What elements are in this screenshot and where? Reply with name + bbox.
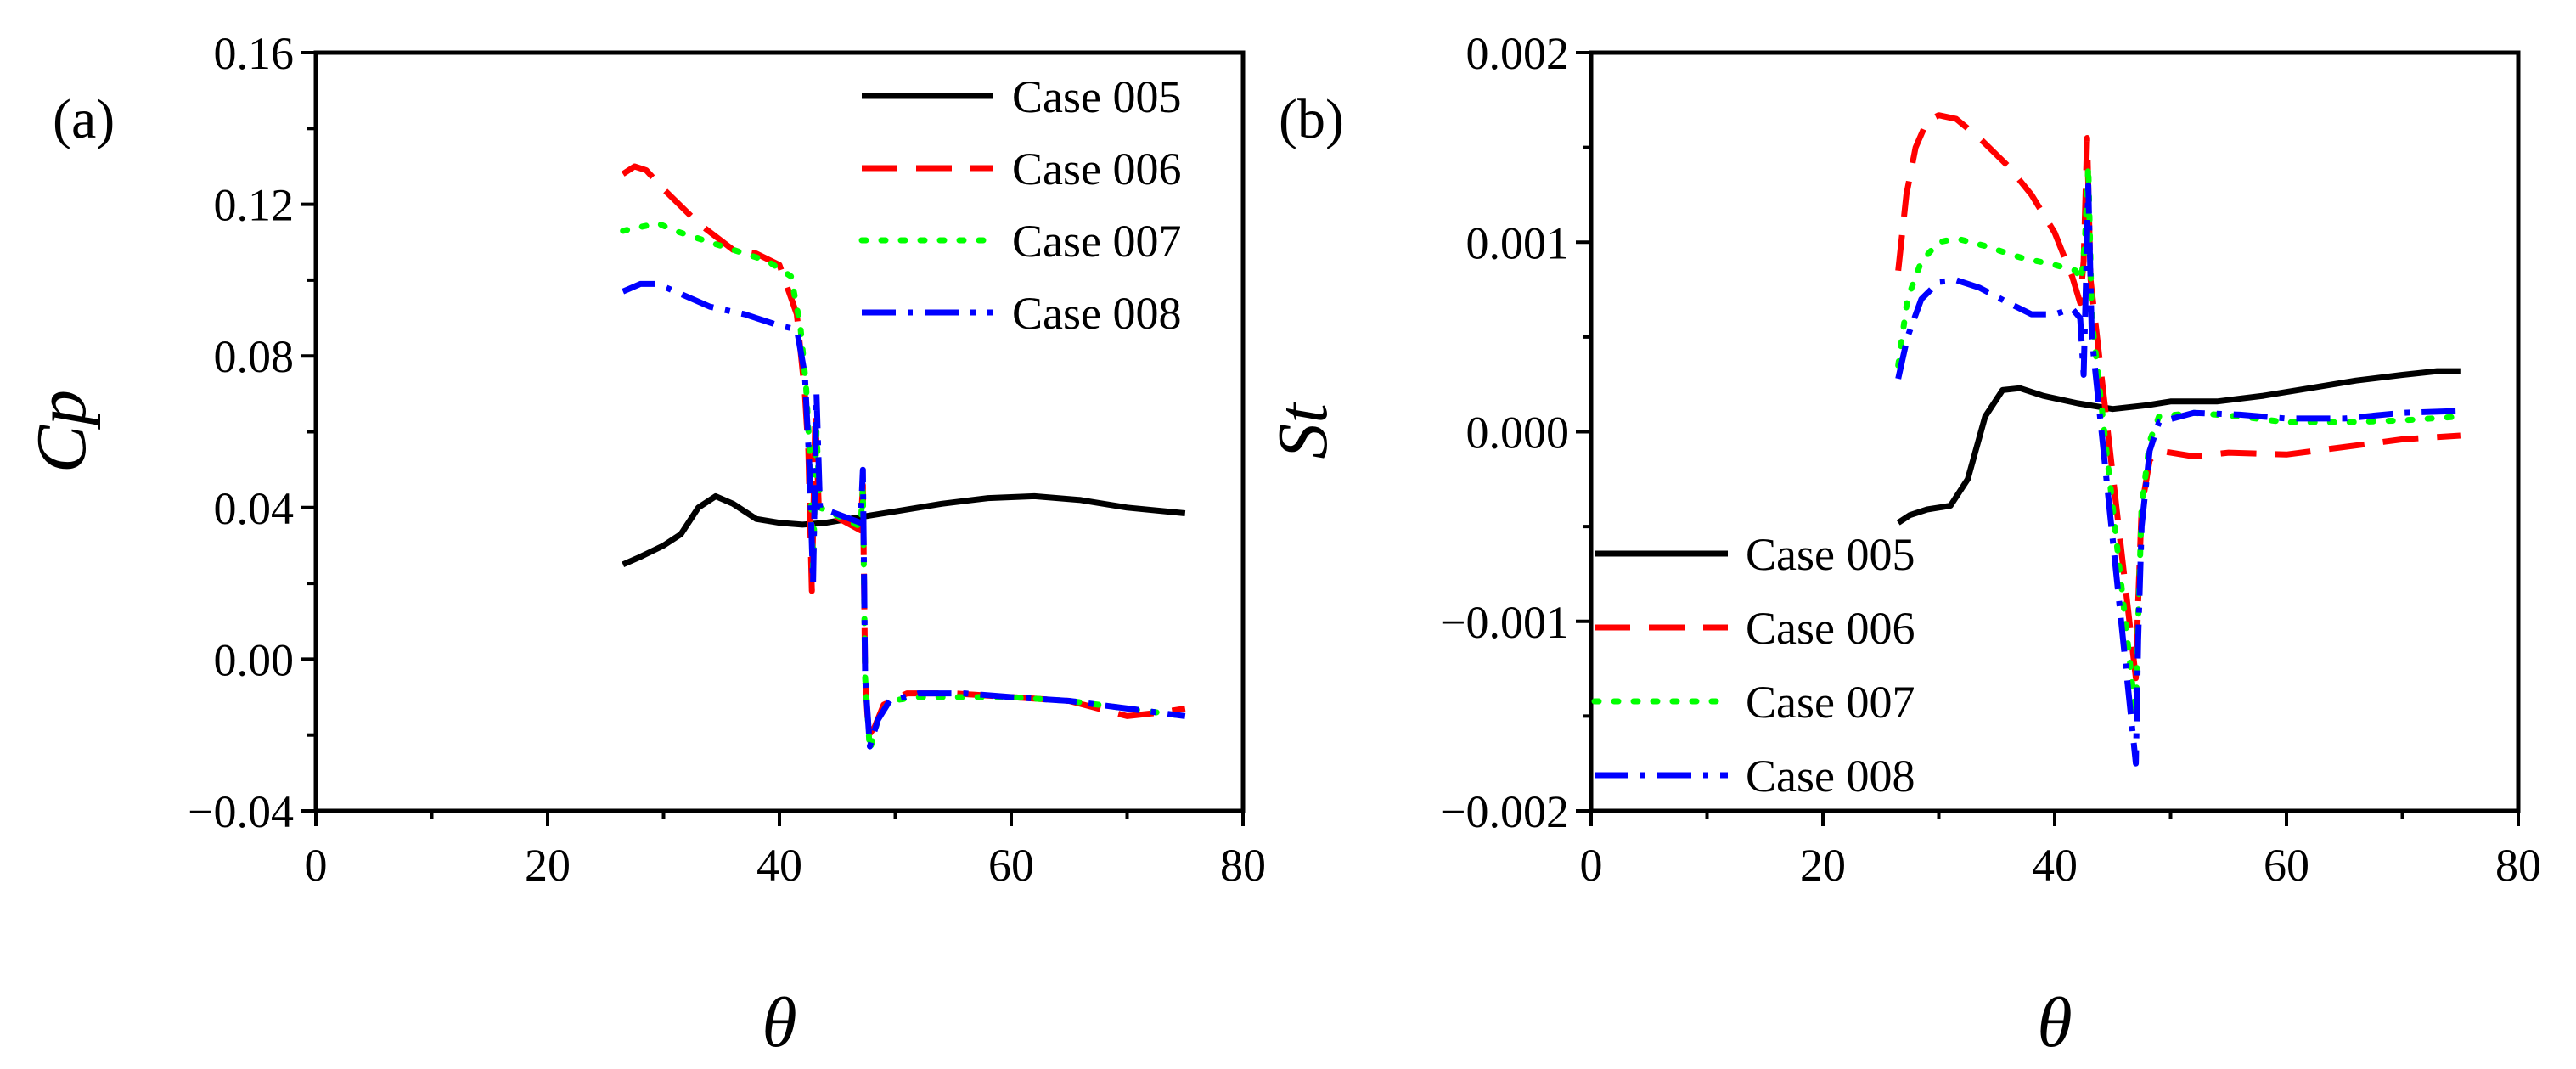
panel-a-x-tick-label: 40 — [756, 840, 802, 891]
panel-a-legend-label: Case 007 — [1012, 216, 1181, 267]
panel-b-y-tick-label: 0.000 — [1466, 408, 1570, 459]
panel-b-legend-label: Case 006 — [1746, 603, 1915, 654]
panel-b-y-tick-label: 0.001 — [1466, 217, 1570, 268]
panel-b-x-tick-label: 20 — [1800, 840, 1846, 891]
panel-a-y-tick-label: 0.04 — [214, 483, 295, 534]
panel-a-legend-label: Case 006 — [1012, 143, 1181, 194]
panel-b-y-axis-title: St — [1263, 402, 1342, 459]
panel-b-x-tick-label: 60 — [2264, 840, 2309, 891]
panel-a-y-tick-label: 0.08 — [214, 331, 295, 382]
panel-b-x-tick-label: 0 — [1580, 840, 1603, 891]
panel-b-x-tick-label: 80 — [2495, 840, 2541, 891]
panel-a-y-tick-label: −0.04 — [188, 786, 294, 837]
panel-b-y-tick-label: 0.002 — [1466, 28, 1570, 79]
panel-b-y-tick-label: −0.001 — [1440, 597, 1569, 648]
panel-b-label: (b) — [1279, 88, 1344, 150]
panel-a-x-tick-label: 80 — [1220, 840, 1266, 891]
panel-b-series-case-007 — [1895, 163, 2464, 719]
panel-b-x-tick-label: 40 — [2032, 840, 2078, 891]
panel-b-series-case-006 — [1895, 112, 2461, 682]
panel-a-y-tick-label: 0.12 — [214, 180, 295, 231]
panel-a-x-axis-title: θ — [762, 983, 796, 1062]
panel-a-legend-label: Case 005 — [1012, 71, 1181, 122]
panel-a-series-case-008 — [622, 280, 1186, 750]
panel-a-y-tick-label: 0.00 — [214, 634, 295, 685]
panel-a-axes-frame — [313, 50, 1246, 813]
panel-a-x-tick-label: 0 — [305, 840, 328, 891]
panel-b-series-case-008 — [1895, 182, 2461, 767]
panel-b-legend-label: Case 005 — [1746, 529, 1915, 580]
panel-a-label: (a) — [53, 88, 115, 150]
panel-b-axes-frame — [1589, 50, 2521, 813]
panel-b-st-chart: 0 20 40 60 80 −0.002 −0.001 0.000 0.001 0.002 Case… — [1263, 28, 2541, 1062]
panel-b-legend-label: Case 008 — [1746, 751, 1915, 802]
panel-b-legend-label: Case 007 — [1746, 677, 1915, 728]
panel-a-cp-chart: 0 20 40 60 80 −0.04 0.00 0.04 0.08 0.12 0.16 Case 0… — [22, 28, 1266, 1062]
panel-a-x-tick-label: 60 — [988, 840, 1034, 891]
panel-b-y-tick-label: −0.002 — [1440, 786, 1569, 837]
panel-a-x-tick-label: 20 — [525, 840, 571, 891]
panel-a-y-axis-title: Cp — [22, 390, 101, 473]
panel-b-x-axis-title: θ — [2037, 983, 2072, 1062]
panel-a-legend-label: Case 008 — [1012, 288, 1181, 339]
panel-a-y-tick-label: 0.16 — [214, 28, 295, 79]
panel-b-series-case-005 — [1896, 368, 2461, 526]
